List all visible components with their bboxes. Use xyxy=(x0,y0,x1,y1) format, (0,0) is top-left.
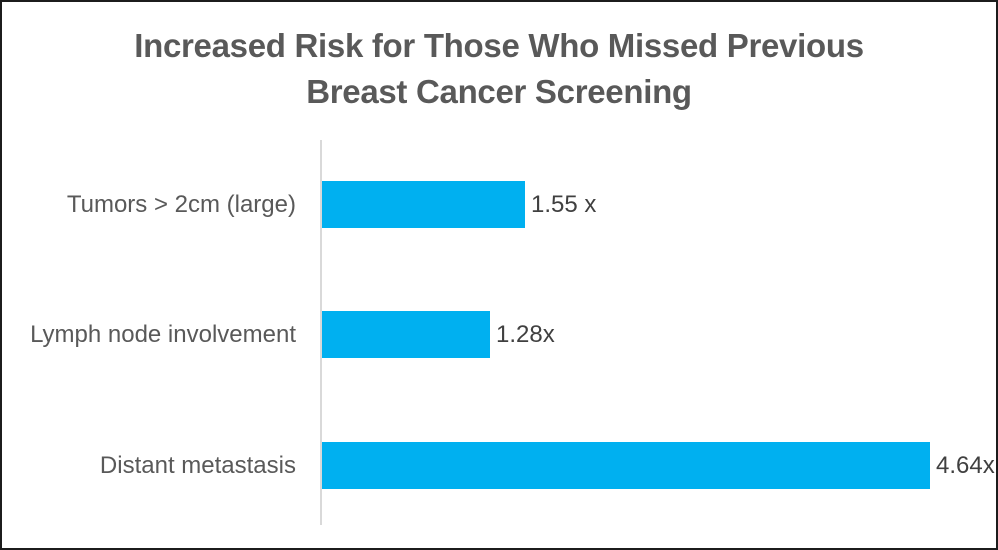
category-label-distant-metastasis: Distant metastasis xyxy=(99,452,296,479)
bar-lymph-node xyxy=(322,311,490,358)
chart-title-line-1: Increased Risk for Those Who Missed Prev… xyxy=(134,27,864,64)
category-axis-line xyxy=(320,140,322,525)
category-label-tumors-large: Tumors > 2cm (large) xyxy=(66,191,296,218)
value-label-tumors-large: 1.55 x xyxy=(531,191,597,218)
chart-title-line-2: Breast Cancer Screening xyxy=(306,73,692,110)
bar-tumors-large xyxy=(322,181,525,228)
category-label-lymph-node: Lymph node involvement xyxy=(30,321,296,348)
value-label-lymph-node: 1.28x xyxy=(496,321,555,348)
bar-distant-metastasis xyxy=(322,442,930,489)
chart-title: Increased Risk for Those Who Missed Prev… xyxy=(2,23,996,115)
value-label-distant-metastasis: 4.64x xyxy=(936,452,995,479)
